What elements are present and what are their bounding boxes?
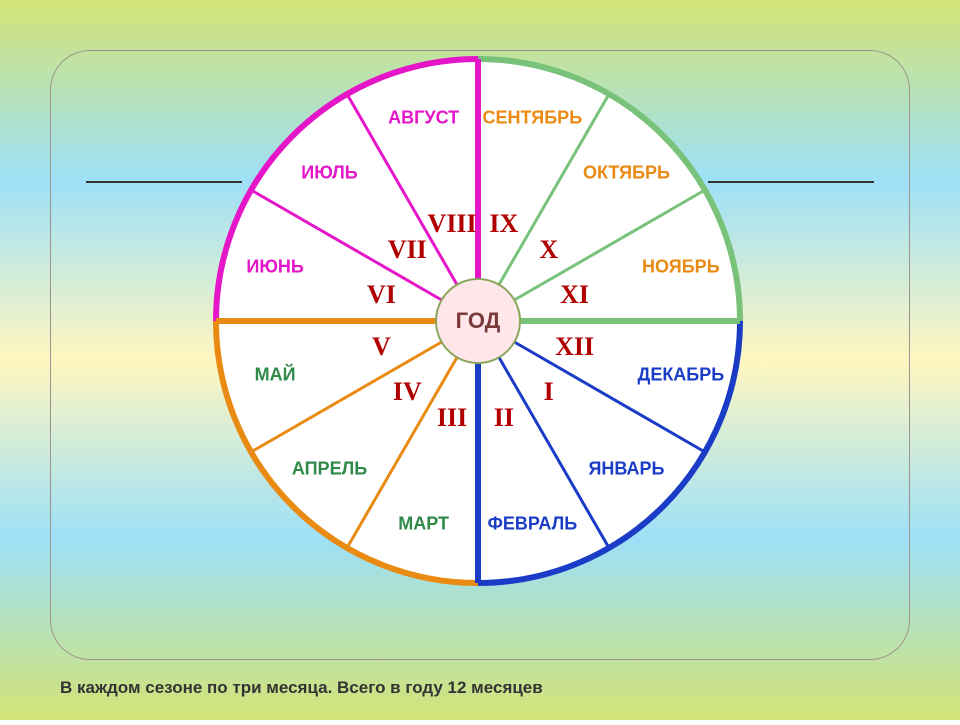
month-7: ИЮНЬ [246,256,303,277]
roman-III: III [437,403,467,433]
frame-border [50,50,910,660]
month-11: ОКТЯБРЬ [583,162,670,183]
roman-IX: IX [489,209,518,239]
roman-VIII: VIII [428,209,477,239]
month-9: АВГУСТ [388,108,459,129]
roman-IV: IV [393,377,422,407]
month-5: АПРЕЛЬ [292,459,367,480]
roman-VII: VII [388,235,427,265]
roman-XI: XI [560,280,589,310]
horizontal-rule-right [708,181,874,183]
horizontal-rule-left [86,181,242,183]
month-4: МАРТ [398,513,449,534]
roman-II: II [494,403,514,433]
center-label: ГОД [456,308,501,334]
month-12: НОЯБРЬ [642,256,720,277]
month-8: ИЮЛЬ [301,162,357,183]
month-2: ЯНВАРЬ [588,459,664,480]
month-6: МАЙ [255,365,296,386]
month-10: СЕНТЯБРЬ [483,108,583,129]
roman-VI: VI [367,280,396,310]
month-3: ФЕВРАЛЬ [488,513,578,534]
caption: В каждом сезоне по три месяца. Всего в г… [60,678,543,698]
roman-X: X [539,235,558,265]
roman-V: V [372,332,391,362]
roman-XII: XII [555,332,594,362]
roman-I: I [544,377,554,407]
month-1: ДЕКАБРЬ [637,365,724,386]
